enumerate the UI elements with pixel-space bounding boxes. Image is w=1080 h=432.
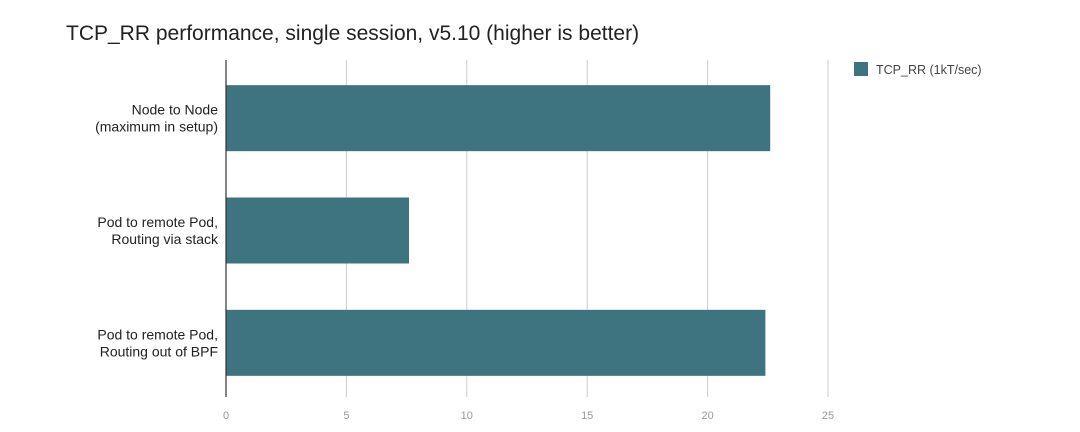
- x-tick-labels: 0 5 10 15 20 25: [223, 410, 834, 422]
- category-label: Pod to remote Pod,: [97, 214, 218, 230]
- x-tick-label: 5: [343, 410, 349, 422]
- category-label: Node to Node: [132, 102, 219, 118]
- chart-title: TCP_RR performance, single session, v5.1…: [66, 22, 639, 45]
- bar-2: [226, 309, 766, 376]
- x-tick-label: 25: [822, 410, 834, 422]
- legend: TCP_RR (1kT/sec): [854, 62, 982, 77]
- category-label: Routing via stack: [111, 231, 219, 247]
- x-tick-label: 20: [701, 410, 713, 422]
- legend-swatch: [854, 62, 868, 76]
- category-label: Routing out of BPF: [100, 343, 218, 359]
- x-tick-label: 0: [223, 410, 229, 422]
- legend-label: TCP_RR (1kT/sec): [876, 63, 982, 77]
- bar-1: [226, 197, 410, 264]
- category-label: (maximum in setup): [95, 119, 218, 135]
- bars: [226, 85, 771, 376]
- bar-0: [226, 85, 771, 152]
- category-label: Pod to remote Pod,: [97, 326, 218, 342]
- x-tick-label: 10: [461, 410, 473, 422]
- category-labels: Node to Node(maximum in setup) Pod to rem…: [95, 102, 219, 360]
- x-tick-label: 15: [581, 410, 593, 422]
